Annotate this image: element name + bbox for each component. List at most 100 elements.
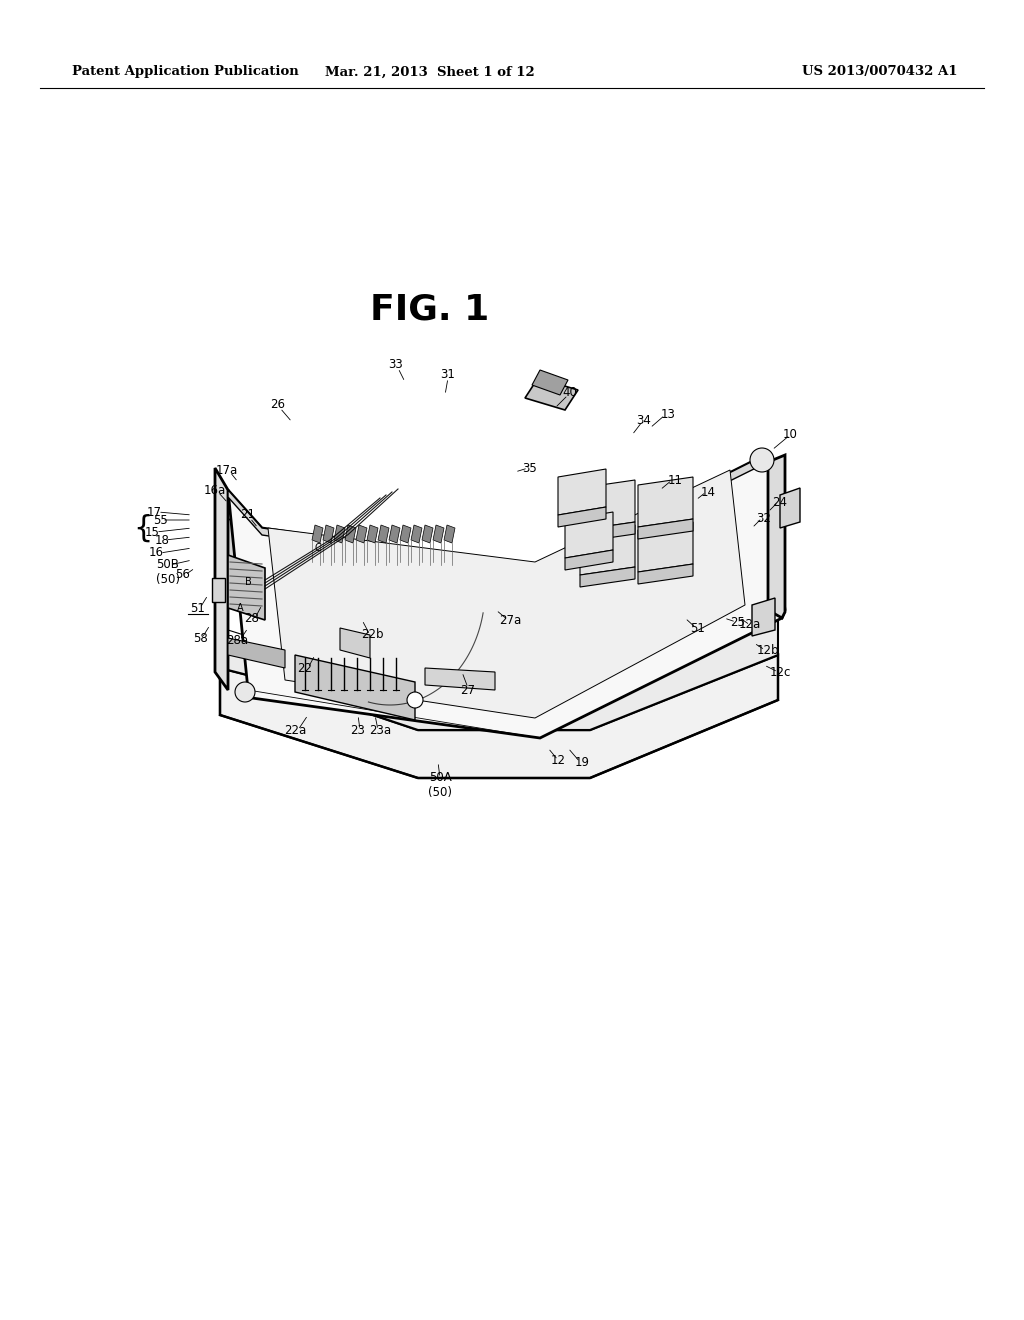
- Polygon shape: [558, 507, 606, 527]
- Text: 12c: 12c: [769, 665, 791, 678]
- Text: 22a: 22a: [284, 723, 306, 737]
- Polygon shape: [268, 470, 745, 718]
- Text: 11: 11: [668, 474, 683, 487]
- Text: 26: 26: [270, 399, 286, 412]
- Text: 16a: 16a: [204, 483, 226, 496]
- Polygon shape: [356, 525, 367, 543]
- Circle shape: [407, 692, 423, 708]
- Text: C: C: [314, 543, 322, 553]
- Text: 24: 24: [772, 495, 787, 508]
- Polygon shape: [580, 525, 635, 576]
- Polygon shape: [345, 525, 356, 543]
- Polygon shape: [215, 469, 228, 690]
- Polygon shape: [340, 628, 370, 657]
- Polygon shape: [389, 525, 400, 543]
- Text: Mar. 21, 2013  Sheet 1 of 12: Mar. 21, 2013 Sheet 1 of 12: [326, 66, 535, 78]
- Text: 12b: 12b: [757, 644, 779, 656]
- Text: 50A
(50): 50A (50): [428, 771, 452, 799]
- Polygon shape: [367, 525, 378, 543]
- Text: Patent Application Publication: Patent Application Publication: [72, 66, 299, 78]
- Polygon shape: [565, 550, 613, 570]
- Text: 50B
(50): 50B (50): [156, 558, 180, 586]
- Polygon shape: [228, 455, 785, 738]
- Text: 28a: 28a: [226, 634, 248, 647]
- Text: {: {: [133, 513, 153, 543]
- Polygon shape: [580, 521, 635, 543]
- Polygon shape: [745, 552, 758, 579]
- Circle shape: [750, 447, 774, 473]
- Text: 18: 18: [155, 533, 169, 546]
- Polygon shape: [220, 620, 778, 730]
- Text: 40: 40: [562, 385, 578, 399]
- Polygon shape: [400, 525, 411, 543]
- Text: 14: 14: [700, 486, 716, 499]
- Text: 35: 35: [522, 462, 538, 474]
- Polygon shape: [295, 655, 415, 719]
- Text: 32: 32: [757, 511, 771, 524]
- Polygon shape: [225, 558, 745, 655]
- Polygon shape: [580, 480, 635, 531]
- Polygon shape: [334, 525, 345, 543]
- Polygon shape: [768, 455, 785, 618]
- Polygon shape: [580, 568, 635, 587]
- Text: 22: 22: [298, 661, 312, 675]
- Polygon shape: [378, 525, 389, 543]
- Text: 55: 55: [153, 513, 167, 527]
- Text: US 2013/0070432 A1: US 2013/0070432 A1: [802, 66, 957, 78]
- Polygon shape: [234, 506, 730, 590]
- Text: 21: 21: [241, 508, 256, 521]
- Polygon shape: [444, 525, 455, 543]
- Polygon shape: [308, 558, 462, 598]
- Text: 12: 12: [551, 754, 565, 767]
- Text: FIG. 1: FIG. 1: [371, 293, 489, 327]
- Polygon shape: [425, 668, 495, 690]
- Polygon shape: [242, 598, 762, 698]
- Polygon shape: [215, 490, 225, 598]
- Polygon shape: [565, 512, 613, 558]
- Polygon shape: [212, 578, 225, 602]
- Text: 19: 19: [574, 755, 590, 768]
- Text: 23: 23: [350, 723, 366, 737]
- Polygon shape: [252, 590, 748, 678]
- Text: A: A: [237, 603, 244, 612]
- Polygon shape: [752, 598, 775, 636]
- Text: 51: 51: [690, 622, 706, 635]
- Text: 25: 25: [730, 615, 745, 628]
- Text: 17: 17: [146, 506, 162, 519]
- Polygon shape: [525, 378, 578, 411]
- Polygon shape: [220, 655, 778, 777]
- Text: 34: 34: [637, 413, 651, 426]
- Polygon shape: [638, 477, 693, 527]
- Text: 56: 56: [175, 569, 190, 582]
- Polygon shape: [228, 455, 768, 576]
- Polygon shape: [558, 469, 606, 515]
- Polygon shape: [780, 488, 800, 528]
- Polygon shape: [411, 525, 422, 543]
- Polygon shape: [323, 525, 334, 543]
- Text: B: B: [245, 577, 251, 587]
- Polygon shape: [225, 517, 262, 587]
- Text: 17a: 17a: [216, 463, 239, 477]
- Polygon shape: [638, 564, 693, 583]
- Polygon shape: [228, 554, 265, 620]
- Text: 27a: 27a: [499, 614, 521, 627]
- Polygon shape: [312, 525, 323, 543]
- Circle shape: [234, 682, 255, 702]
- Text: 31: 31: [440, 368, 456, 381]
- Polygon shape: [638, 519, 693, 539]
- Text: 10: 10: [782, 429, 798, 441]
- Text: 15: 15: [144, 525, 160, 539]
- Polygon shape: [433, 525, 444, 543]
- Text: 51: 51: [190, 602, 206, 615]
- Text: 33: 33: [389, 359, 403, 371]
- Text: 12a: 12a: [739, 619, 761, 631]
- Polygon shape: [422, 525, 433, 543]
- Text: 22b: 22b: [360, 628, 383, 642]
- Text: 58: 58: [193, 631, 208, 644]
- Text: 16: 16: [148, 546, 164, 560]
- Polygon shape: [638, 521, 693, 572]
- Polygon shape: [532, 370, 568, 395]
- Polygon shape: [228, 638, 285, 668]
- Text: 13: 13: [660, 408, 676, 421]
- Text: 27: 27: [461, 684, 475, 697]
